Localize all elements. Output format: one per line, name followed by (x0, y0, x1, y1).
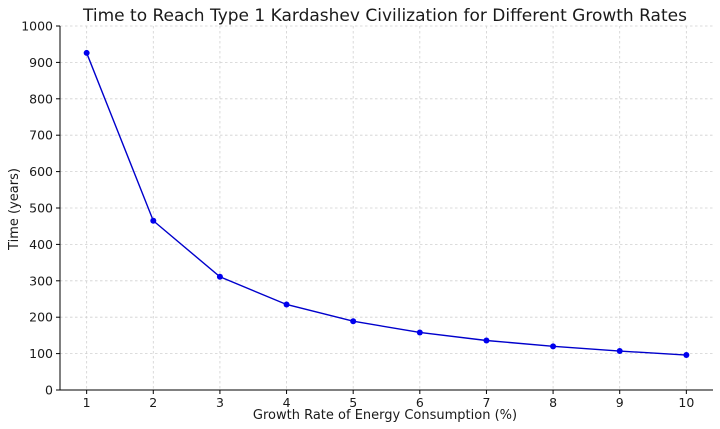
x-tick-label: 8 (549, 395, 557, 410)
data-point (83, 49, 90, 56)
x-tick-label: 10 (678, 395, 694, 410)
data-point (683, 352, 690, 359)
x-tick-label: 4 (283, 395, 291, 410)
y-tick-label: 700 (29, 128, 53, 143)
data-point (550, 343, 557, 350)
y-tick-label: 200 (29, 310, 53, 325)
y-tick-label: 1000 (21, 19, 53, 34)
x-tick-label: 1 (83, 395, 91, 410)
x-tick-label: 9 (616, 395, 624, 410)
series-line (86, 52, 687, 356)
y-tick-label: 800 (29, 91, 53, 106)
y-tick-label: 400 (29, 237, 53, 252)
x-tick-label: 5 (349, 395, 357, 410)
chart-title: Time to Reach Type 1 Kardashev Civilizat… (82, 6, 687, 26)
grid (60, 25, 713, 391)
y-axis-label: Time (years) (7, 168, 22, 251)
x-axis-label: Growth Rate of Energy Consumption (%) (253, 408, 517, 423)
data-point (483, 337, 490, 344)
y-tick-label: 600 (29, 164, 53, 179)
data-point (150, 217, 157, 224)
x-tick-label: 7 (482, 395, 490, 410)
data-point (283, 301, 290, 308)
data-point (216, 273, 223, 280)
ticks: 1 2 3 4 5 6 7 8 9 1001002003004005006007008009001… (21, 19, 694, 411)
y-tick-label: 500 (29, 201, 53, 216)
y-tick-label: 900 (29, 55, 53, 70)
y-tick-label: 300 (29, 273, 53, 288)
x-tick-label: 6 (416, 395, 424, 410)
x-tick-label: 3 (216, 395, 224, 410)
data-point (616, 348, 623, 355)
y-tick-label: 100 (29, 346, 53, 361)
data-point (350, 318, 357, 325)
x-tick-label: 2 (149, 395, 157, 410)
series-group (83, 49, 690, 359)
y-tick-label: 0 (45, 383, 53, 398)
data-point (416, 329, 423, 336)
